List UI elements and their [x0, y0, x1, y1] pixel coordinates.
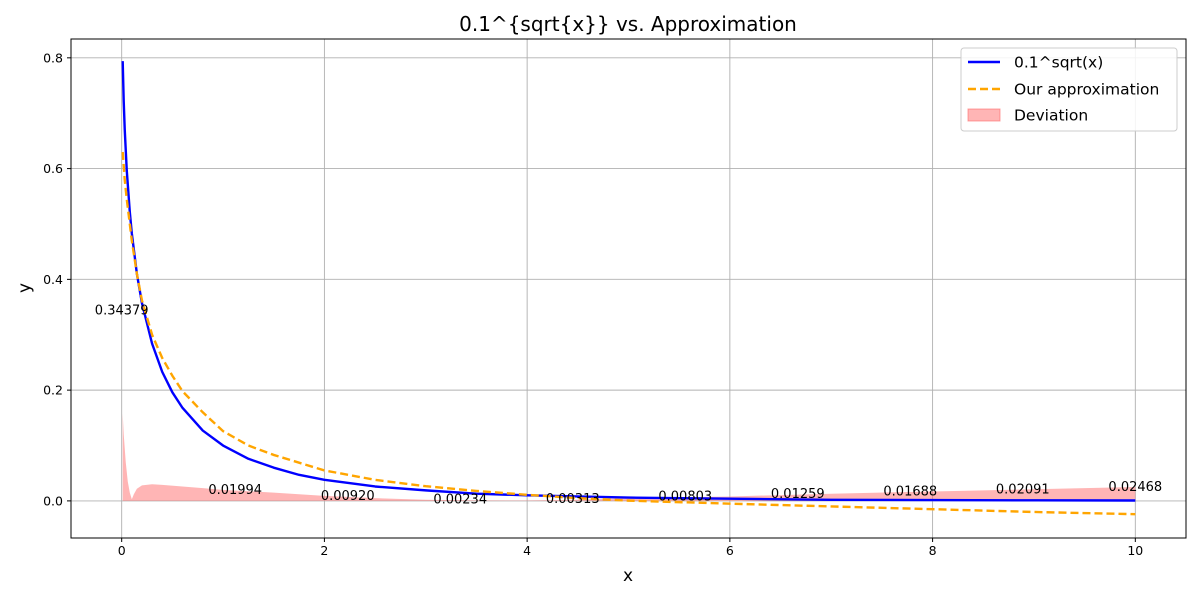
x-tick-label: 8: [929, 543, 937, 558]
deviation-area: [122, 413, 1136, 501]
deviation-annotation: 0.00313: [546, 492, 600, 507]
y-tick-label: 0.6: [43, 161, 63, 176]
deviation-annotation: 0.02468: [1108, 480, 1162, 495]
y-tick-label: 0.2: [43, 383, 63, 398]
y-tick-label: 0.8: [43, 50, 63, 65]
axis-ticks: 0 2 4 6 8 10 0.0 0.2 0.4 0.6 0.8: [43, 50, 1143, 558]
deviation-annotation: 0.01994: [208, 483, 262, 498]
chart-title: 0.1^{sqrt{x}} vs. Approximation: [459, 12, 797, 36]
y-axis-label: y: [15, 283, 35, 293]
x-tick-label: 4: [523, 543, 531, 558]
deviation-annotation: 0.00803: [658, 489, 712, 504]
legend-swatch-deviation: [967, 108, 1001, 122]
x-tick-label: 10: [1127, 543, 1143, 558]
plot-area: [121, 61, 1136, 516]
plot-frame: [70, 38, 1187, 539]
y-tick-label: 0.4: [43, 272, 63, 287]
x-tick-label: 2: [320, 543, 328, 558]
deviation-annotation: 0.02091: [996, 482, 1050, 497]
y-tick-label: 0.0: [43, 493, 63, 508]
deviation-annotation: 0.01688: [883, 485, 937, 500]
x-axis-label: x: [623, 566, 633, 586]
legend: 0.1^sqrt(x) Our approximation Deviation: [960, 47, 1178, 132]
deviation-annotation: 0.00234: [433, 493, 487, 508]
deviation-annotation: 0.00920: [321, 489, 375, 504]
approximation-series-line: [121, 151, 1136, 516]
deviation-annotation: 0.34379: [95, 303, 149, 318]
legend-box: [960, 47, 1178, 132]
x-tick-label: 6: [726, 543, 734, 558]
legend-label: Our approximation: [1014, 81, 1159, 99]
annotations: 0.34379 0.01994 0.00920 0.00234 0.00313 0.008…: [95, 303, 1162, 507]
legend-label: 0.1^sqrt(x): [1014, 54, 1103, 72]
legend-label: Deviation: [1014, 107, 1088, 125]
x-tick-label: 0: [118, 543, 126, 558]
deviation-annotation: 0.01259: [771, 487, 825, 502]
